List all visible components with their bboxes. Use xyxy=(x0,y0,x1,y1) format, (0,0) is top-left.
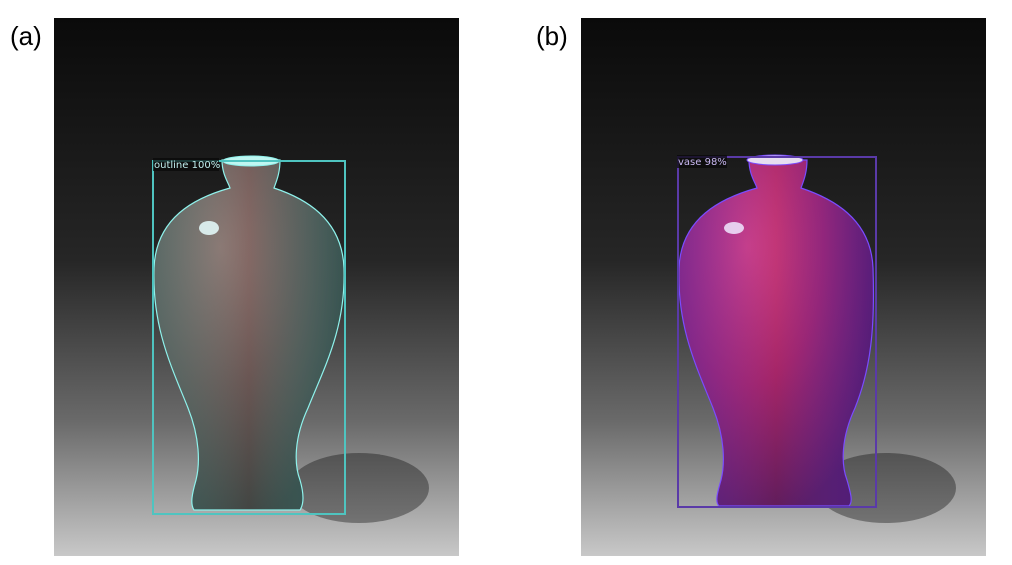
vase-shadow xyxy=(289,453,429,523)
panel-b-photo: vase 98% xyxy=(581,18,986,556)
detection-label: outline 100% xyxy=(154,160,220,171)
detection-label: vase 98% xyxy=(678,157,727,168)
panel-a-label: (a) xyxy=(10,21,42,51)
panel-a-photo: outline 100% xyxy=(54,18,459,556)
detection-label-bg xyxy=(153,158,219,171)
vase-shadow xyxy=(816,453,956,523)
detection-label-bg xyxy=(677,155,727,168)
panel-a-image: outline 100% xyxy=(54,18,459,556)
specular-highlight xyxy=(724,222,744,234)
panel-b-image: vase 98% xyxy=(581,18,986,556)
panel-b-label: (b) xyxy=(536,21,568,51)
detection-box xyxy=(152,160,346,515)
segmentation-mask xyxy=(153,159,345,511)
specular-highlight xyxy=(199,221,219,235)
detection-box xyxy=(677,156,877,508)
